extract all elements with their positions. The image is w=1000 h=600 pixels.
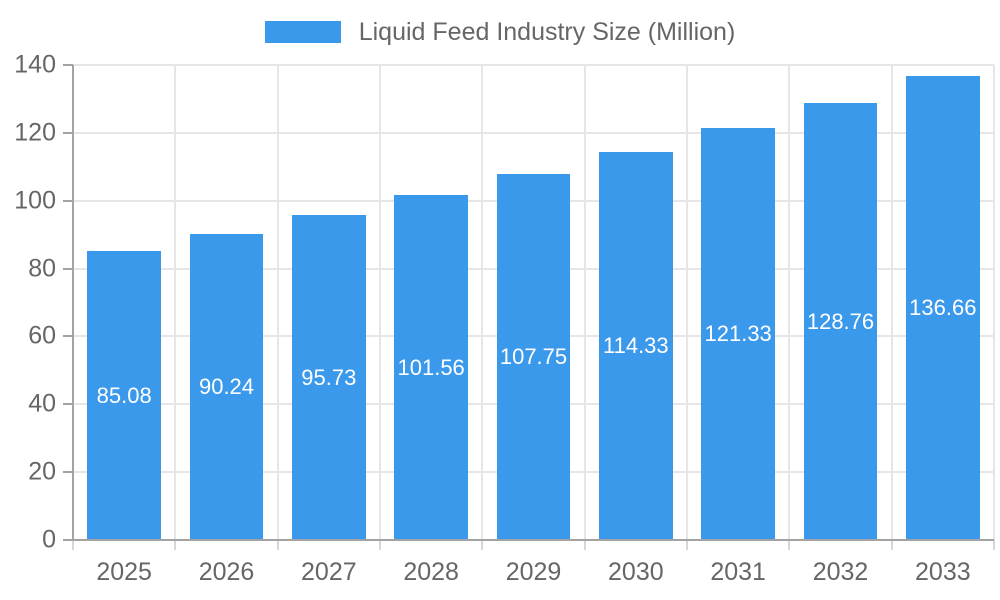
v-gridline bbox=[276, 65, 279, 540]
v-gridline bbox=[686, 65, 688, 540]
x-tick-mark bbox=[481, 540, 484, 550]
y-axis-line bbox=[72, 65, 74, 540]
bar[interactable] bbox=[598, 152, 673, 540]
bar-value-label: 128.76 bbox=[806, 308, 875, 334]
x-tick-label: 2026 bbox=[198, 558, 255, 586]
v-gridline bbox=[174, 65, 177, 540]
bar[interactable] bbox=[905, 76, 980, 540]
legend-label: Liquid Feed Industry Size (Million) bbox=[358, 18, 736, 46]
x-tick-mark bbox=[993, 540, 995, 550]
y-tick-label: 100 bbox=[14, 186, 56, 215]
y-tick-label: 0 bbox=[42, 525, 56, 554]
x-tick-mark bbox=[583, 540, 586, 550]
x-tick-mark bbox=[788, 540, 791, 550]
bar[interactable] bbox=[394, 195, 468, 540]
x-tick-mark bbox=[379, 540, 381, 550]
y-tick-label: 120 bbox=[14, 118, 56, 147]
y-tick-label: 80 bbox=[28, 254, 56, 283]
bar-value-label: 114.33 bbox=[603, 333, 669, 359]
x-tick-mark bbox=[72, 540, 74, 550]
v-gridline bbox=[583, 65, 586, 540]
bar[interactable] bbox=[291, 215, 366, 540]
y-tick-mark bbox=[63, 267, 73, 270]
v-gridline bbox=[481, 65, 484, 540]
x-tick-label: 2031 bbox=[710, 558, 766, 586]
y-tick-label: 60 bbox=[28, 321, 56, 350]
bar[interactable] bbox=[803, 103, 878, 540]
bar-value-label: 136.66 bbox=[909, 295, 977, 321]
x-tick-label: 2027 bbox=[301, 558, 357, 586]
bar[interactable] bbox=[496, 174, 571, 540]
x-tick-label: 2033 bbox=[915, 558, 971, 586]
x-tick-label: 2032 bbox=[812, 558, 869, 586]
x-tick-label: 2029 bbox=[505, 558, 562, 586]
bar-value-label: 101.56 bbox=[397, 354, 465, 380]
y-tick-mark bbox=[63, 471, 73, 474]
x-tick-mark bbox=[686, 540, 688, 550]
v-gridline bbox=[788, 65, 791, 540]
y-tick-mark bbox=[63, 64, 73, 66]
h-gridline bbox=[73, 64, 994, 66]
legend-item[interactable]: Liquid Feed Industry Size (Million) bbox=[0, 18, 1000, 46]
y-tick-mark bbox=[63, 335, 73, 338]
x-tick-label: 2030 bbox=[608, 558, 664, 586]
y-tick-label: 20 bbox=[28, 457, 56, 486]
v-gridline bbox=[379, 65, 381, 540]
y-tick-mark bbox=[63, 199, 73, 202]
x-tick-mark bbox=[890, 540, 893, 550]
bar[interactable] bbox=[701, 128, 775, 540]
bar[interactable] bbox=[87, 251, 161, 540]
bar-value-label: 107.75 bbox=[499, 344, 568, 370]
x-tick-label: 2025 bbox=[96, 558, 152, 586]
bar[interactable] bbox=[189, 233, 264, 540]
x-axis-line bbox=[73, 539, 994, 541]
bar-value-label: 95.73 bbox=[301, 364, 357, 390]
y-tick-mark bbox=[63, 403, 73, 406]
legend-swatch bbox=[264, 21, 341, 43]
y-tick-mark bbox=[63, 131, 73, 134]
bar-value-label: 85.08 bbox=[96, 382, 152, 408]
v-gridline bbox=[890, 65, 893, 540]
x-tick-label: 2028 bbox=[403, 558, 459, 586]
bar-value-label: 121.33 bbox=[704, 321, 772, 347]
bar-value-label: 90.24 bbox=[198, 373, 255, 399]
y-tick-mark bbox=[63, 539, 73, 541]
v-gridline bbox=[993, 65, 995, 540]
x-tick-mark bbox=[276, 540, 279, 550]
y-tick-label: 40 bbox=[28, 389, 56, 418]
x-tick-mark bbox=[174, 540, 177, 550]
y-tick-label: 140 bbox=[14, 50, 56, 79]
h-gridline bbox=[73, 131, 994, 134]
